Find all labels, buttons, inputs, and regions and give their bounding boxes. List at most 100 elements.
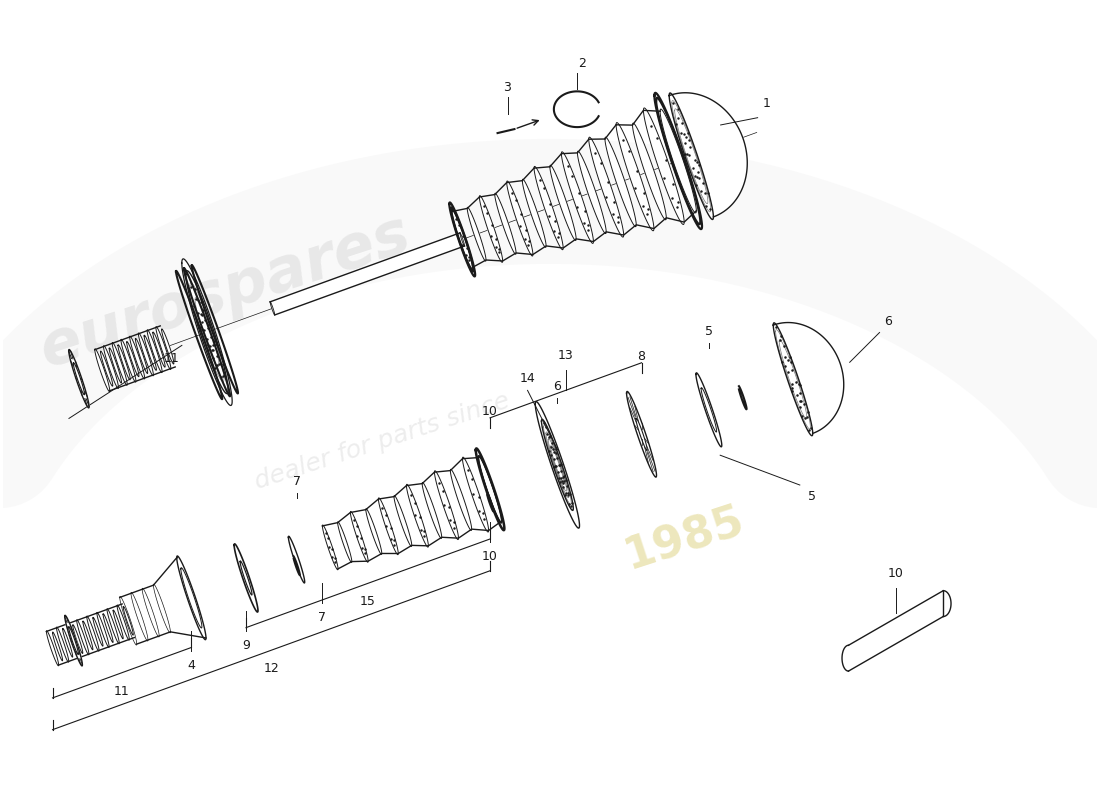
Polygon shape (153, 332, 165, 367)
Text: 10: 10 (482, 550, 498, 563)
Polygon shape (605, 137, 636, 226)
Polygon shape (87, 616, 99, 651)
Polygon shape (177, 556, 206, 640)
Polygon shape (462, 457, 488, 532)
Polygon shape (627, 391, 657, 477)
Text: 14: 14 (519, 373, 536, 386)
Polygon shape (112, 342, 128, 386)
Polygon shape (535, 166, 563, 250)
Polygon shape (77, 620, 89, 654)
Polygon shape (118, 345, 130, 380)
Polygon shape (669, 93, 747, 217)
Polygon shape (848, 590, 944, 671)
Polygon shape (182, 259, 232, 406)
Text: 10: 10 (482, 405, 498, 418)
Polygon shape (578, 151, 606, 234)
Polygon shape (109, 348, 121, 383)
Text: 9: 9 (242, 638, 250, 652)
Polygon shape (56, 627, 68, 662)
Polygon shape (394, 495, 411, 546)
Text: 4: 4 (187, 658, 196, 671)
Polygon shape (669, 93, 714, 219)
Polygon shape (616, 122, 653, 231)
Polygon shape (434, 470, 459, 539)
Text: 1985: 1985 (619, 498, 750, 578)
Polygon shape (97, 613, 109, 647)
Polygon shape (123, 606, 133, 635)
Text: 7: 7 (293, 475, 300, 488)
Polygon shape (103, 346, 119, 389)
Polygon shape (288, 536, 305, 583)
Polygon shape (135, 338, 147, 374)
Polygon shape (142, 588, 160, 637)
Polygon shape (468, 207, 486, 261)
Polygon shape (131, 592, 149, 641)
Polygon shape (696, 373, 722, 447)
Text: 6: 6 (553, 380, 561, 394)
Polygon shape (65, 615, 82, 666)
Polygon shape (121, 339, 136, 382)
Text: 12: 12 (263, 662, 279, 675)
Text: 3: 3 (504, 82, 512, 94)
Text: dealer for parts since: dealer for parts since (252, 389, 513, 494)
Text: eurospares: eurospares (33, 205, 418, 380)
Polygon shape (130, 336, 145, 379)
Polygon shape (450, 470, 472, 530)
Polygon shape (338, 522, 352, 562)
Polygon shape (126, 342, 139, 377)
Text: 5: 5 (807, 490, 816, 503)
Text: 11: 11 (114, 685, 130, 698)
Text: 7: 7 (318, 611, 326, 624)
Polygon shape (632, 123, 667, 220)
Polygon shape (107, 609, 119, 644)
Polygon shape (153, 584, 170, 633)
Polygon shape (561, 152, 593, 243)
Polygon shape (271, 233, 464, 315)
Polygon shape (551, 446, 564, 484)
Polygon shape (100, 351, 113, 386)
Polygon shape (507, 181, 532, 256)
Polygon shape (522, 179, 546, 247)
Polygon shape (46, 630, 58, 666)
Polygon shape (366, 509, 382, 554)
Text: 2: 2 (579, 57, 586, 70)
Polygon shape (536, 402, 580, 528)
Polygon shape (92, 618, 103, 646)
Polygon shape (452, 210, 472, 269)
Polygon shape (773, 323, 813, 436)
Polygon shape (147, 330, 162, 373)
Polygon shape (186, 270, 228, 394)
Polygon shape (588, 137, 624, 237)
Polygon shape (95, 349, 110, 392)
Polygon shape (156, 326, 170, 370)
Text: 15: 15 (360, 595, 376, 608)
Polygon shape (644, 108, 684, 225)
Polygon shape (144, 335, 156, 370)
Text: 10: 10 (888, 567, 904, 580)
Polygon shape (422, 482, 442, 538)
Polygon shape (480, 196, 503, 262)
Polygon shape (113, 610, 123, 638)
Polygon shape (773, 322, 844, 434)
Polygon shape (68, 350, 89, 408)
Polygon shape (120, 597, 136, 645)
Polygon shape (351, 511, 369, 562)
Text: 1: 1 (762, 97, 770, 110)
Polygon shape (67, 623, 79, 658)
Polygon shape (550, 166, 576, 241)
Text: 6: 6 (884, 314, 892, 327)
Polygon shape (63, 628, 73, 657)
Polygon shape (103, 614, 113, 642)
Polygon shape (660, 109, 696, 213)
Polygon shape (378, 498, 398, 554)
Text: 8: 8 (638, 350, 646, 362)
Polygon shape (82, 621, 92, 650)
Polygon shape (478, 456, 502, 522)
Polygon shape (495, 194, 516, 254)
Polygon shape (322, 525, 338, 570)
Polygon shape (476, 449, 505, 530)
Polygon shape (117, 605, 130, 640)
Polygon shape (53, 632, 63, 661)
Polygon shape (234, 544, 258, 612)
Text: 5: 5 (705, 326, 713, 338)
